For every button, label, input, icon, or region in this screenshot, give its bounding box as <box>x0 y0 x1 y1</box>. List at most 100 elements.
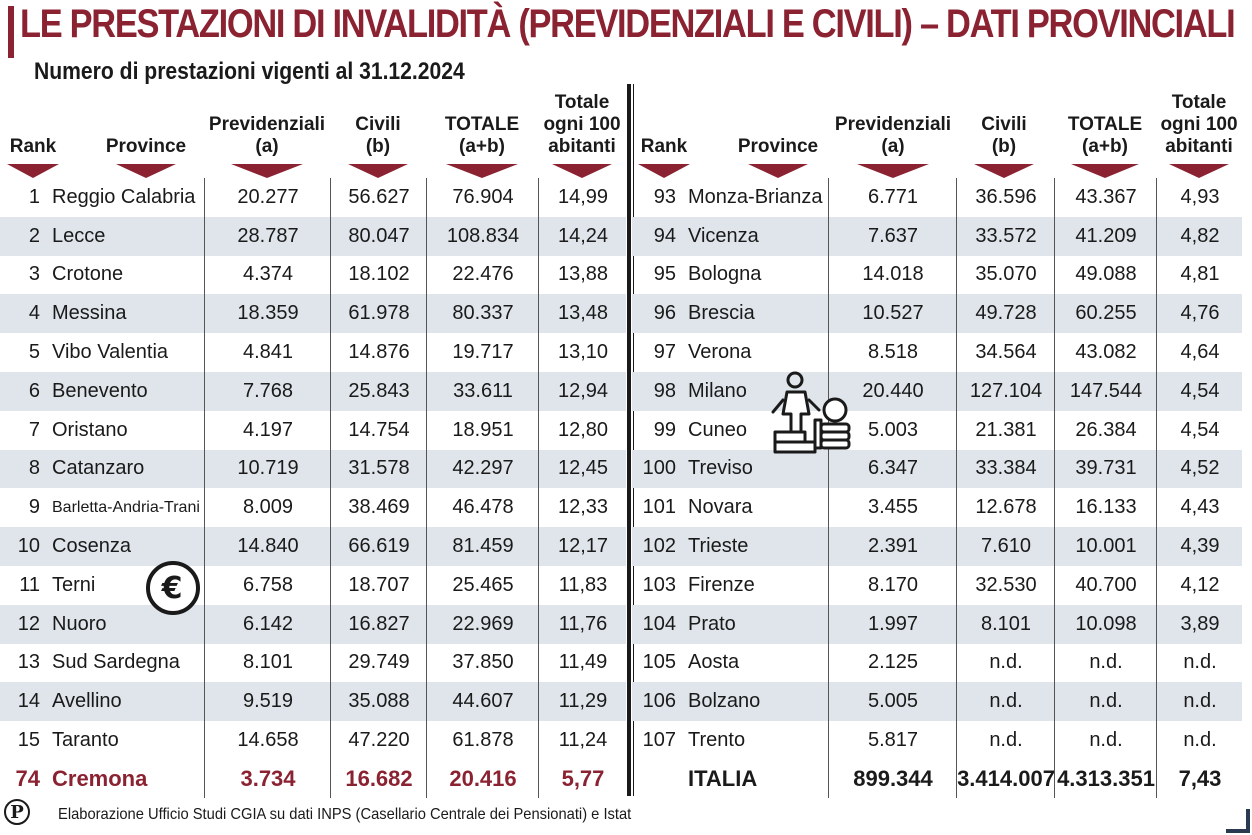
cell-province: Barletta-Andria-Trani <box>52 498 200 516</box>
cell-rank: 13 <box>17 651 40 674</box>
header-per-100: Totale ogni 100 abitanti <box>1156 80 1242 184</box>
cell-province: ITALIA <box>688 765 758 791</box>
page-subtitle: Numero di prestazioni vigenti al 31.12.2… <box>34 58 465 85</box>
table-row: 8 Catanzaro 10.719 31.578 42.297 12,45 <box>0 449 627 489</box>
cell-rank: 8 <box>28 457 40 480</box>
cell-per: 4,43 <box>1156 488 1243 528</box>
table-row: 101 Novara 3.455 12.678 16.133 4,43 <box>632 488 1243 528</box>
cell-tot: 25.465 <box>426 565 539 605</box>
cell-province: Cuneo <box>688 418 747 441</box>
cell-civ: 3.414.007 <box>956 759 1055 798</box>
cell-civ: 25.843 <box>330 371 427 411</box>
cell-per: 4,54 <box>1156 371 1243 411</box>
cell-per: 11,83 <box>538 565 627 605</box>
cell-rank: 15 <box>17 729 40 752</box>
cell-prev: 4.197 <box>204 410 331 450</box>
cell-rank: 107 <box>642 729 676 752</box>
cell-province: Sud Sardegna <box>52 651 180 674</box>
cell-rank: 5 <box>28 341 40 364</box>
page-title: LE PRESTAZIONI DI INVALIDITÀ (PREVIDENZI… <box>20 2 1236 46</box>
cell-per: 4,12 <box>1156 565 1243 605</box>
header-totale: TOTALE (a+b) <box>1054 80 1156 184</box>
cell-per: 13,88 <box>538 255 627 295</box>
cell-prev: 899.344 <box>828 759 957 798</box>
cell-civ: 49.728 <box>956 294 1055 334</box>
cell-province: Bolzano <box>688 690 761 713</box>
cell-rank: 9 <box>28 496 40 519</box>
cell-province: Prato <box>688 612 736 635</box>
cell-per: 11,24 <box>538 721 627 760</box>
cell-civ: 38.469 <box>330 488 427 528</box>
panel-divider-thin <box>633 84 634 796</box>
cell-rank: 105 <box>642 651 676 674</box>
cell-rank: 7 <box>28 418 40 441</box>
cell-tot: 22.969 <box>426 604 539 644</box>
table-row: 102 Trieste 2.391 7.610 10.001 4,39 <box>632 527 1242 566</box>
cell-civ: 8.101 <box>956 604 1055 644</box>
cell-per: 4,93 <box>1156 178 1243 217</box>
cell-per: 12,17 <box>538 527 627 566</box>
cell-tot: 147.544 <box>1054 371 1157 411</box>
cell-prev: 8.518 <box>828 333 957 372</box>
cell-rank: 98 <box>653 379 676 402</box>
cell-prev: 3.455 <box>828 488 957 528</box>
cell-civ: n.d. <box>956 643 1055 683</box>
cell-civ: 29.749 <box>330 643 427 683</box>
cell-prev: 14.018 <box>828 255 957 295</box>
table-row: 100 Treviso 6.347 33.384 39.731 4,52 <box>632 449 1242 489</box>
cell-per: 12,80 <box>538 410 627 450</box>
cell-per: n.d. <box>1156 643 1243 683</box>
table-row: 10 Cosenza 14.840 66.619 81.459 12,17 <box>0 527 626 566</box>
cell-prev: 14.840 <box>204 527 331 566</box>
header-rank: Rank <box>2 80 64 184</box>
table-row: 93 Monza-Brianza 6.771 36.596 43.367 4,93 <box>632 178 1242 217</box>
total-row: 74 Cremona 3.734 16.682 20.416 5,77 <box>0 759 627 798</box>
cell-rank: 102 <box>642 535 676 558</box>
header-rank: Rank <box>632 80 696 184</box>
table-row: 2 Lecce 28.787 80.047 108.834 14,24 <box>0 216 626 256</box>
cell-tot: 40.700 <box>1054 565 1157 605</box>
cell-tot: 108.834 <box>426 216 539 256</box>
cell-per: 4,39 <box>1156 527 1243 566</box>
cell-rank: 93 <box>653 185 676 208</box>
table-row: 5 Vibo Valentia 4.841 14.876 19.717 13,10 <box>0 333 626 372</box>
cell-tot: 18.951 <box>426 410 539 450</box>
cell-per: 11,76 <box>538 604 627 644</box>
cell-prev: 4.841 <box>204 333 331 372</box>
cell-province: Firenze <box>688 573 755 596</box>
cell-tot: 26.384 <box>1054 410 1157 450</box>
cell-civ: 80.047 <box>330 216 427 256</box>
cell-prev: 8.101 <box>204 643 331 683</box>
cell-tot: n.d. <box>1054 643 1157 683</box>
cell-civ: 34.564 <box>956 333 1055 372</box>
cell-civ: 61.978 <box>330 294 427 334</box>
source-footer: Elaborazione Ufficio Studi CGIA su dati … <box>58 806 632 823</box>
cell-per: 14,99 <box>538 178 627 217</box>
cell-province: Trento <box>688 729 746 752</box>
table-row: 3 Crotone 4.374 18.102 22.476 13,88 <box>0 255 627 295</box>
table-row: 11 Terni 6.758 18.707 25.465 11,83 <box>0 565 627 605</box>
right-rows: 93 Monza-Brianza 6.771 36.596 43.367 4,93 94 Vi… <box>632 178 1242 798</box>
cell-per: 4,54 <box>1156 410 1243 450</box>
publisher-logo-p: P <box>4 799 30 825</box>
cell-province: Novara <box>688 496 753 519</box>
table-row: 99 Cuneo 5.003 21.381 26.384 4,54 <box>632 410 1243 450</box>
cell-prev: 5.817 <box>828 721 957 760</box>
cell-prev: 8.170 <box>828 565 957 605</box>
cell-province: Trieste <box>688 535 749 558</box>
cell-per: 11,29 <box>538 682 627 722</box>
cell-civ: 33.572 <box>956 216 1055 256</box>
cell-province: Vicenza <box>688 224 759 247</box>
cell-province: Benevento <box>52 379 148 402</box>
table-row: 98 Milano 20.440 127.104 147.544 4,54 <box>632 371 1243 411</box>
cell-rank: 10 <box>17 535 40 558</box>
cell-per: 5,77 <box>538 759 627 798</box>
cell-civ: 56.627 <box>330 178 427 217</box>
cell-prev: 6.771 <box>828 178 957 217</box>
cell-per: 12,45 <box>538 449 627 489</box>
cell-per: 7,43 <box>1156 759 1243 798</box>
cell-rank: 3 <box>28 263 40 286</box>
cell-tot: 4.313.351 <box>1054 759 1157 798</box>
cell-rank: 96 <box>653 302 676 325</box>
cell-civ: 16.682 <box>330 759 427 798</box>
